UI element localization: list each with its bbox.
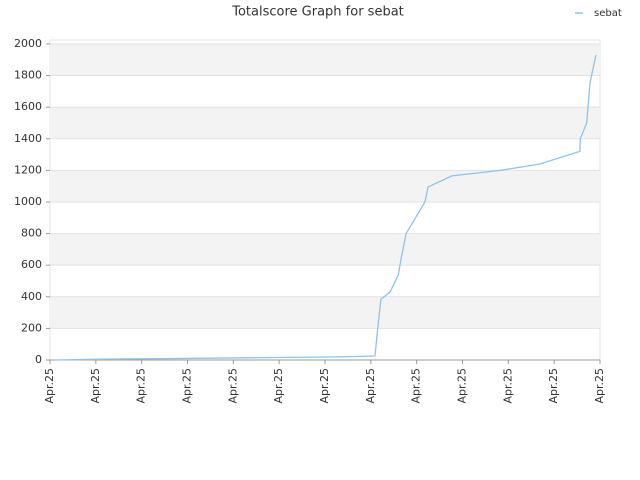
- x-tick-label: Apr.25: [135, 368, 148, 404]
- x-tick-label: Apr.25: [456, 368, 469, 404]
- x-tick-label: Apr.25: [226, 368, 239, 404]
- legend-label: sebat: [594, 8, 622, 19]
- y-tick-label: 600: [21, 258, 42, 271]
- x-tick-label: Apr.25: [272, 368, 285, 404]
- y-tick-label: 1200: [14, 163, 42, 176]
- x-tick-label: Apr.25: [318, 368, 331, 404]
- y-tick-label: 2000: [14, 37, 42, 50]
- x-tick-label: Apr.25: [547, 368, 560, 404]
- data-line: [55, 54, 597, 361]
- x-tick-label: Apr.25: [410, 368, 423, 404]
- x-tick-label: Apr.25: [181, 368, 194, 404]
- y-tick-label: 1600: [14, 100, 42, 113]
- x-tick-label: Apr.25: [43, 368, 56, 404]
- grid-band: [50, 107, 600, 139]
- y-tick-label: 400: [21, 290, 42, 303]
- grid-band: [50, 296, 600, 329]
- x-tick-label: Apr.25: [593, 368, 606, 404]
- grid-band: [50, 233, 600, 266]
- y-tick-label: 1000: [14, 195, 42, 208]
- y-tick-label: 1800: [14, 69, 42, 82]
- x-tick-label: Apr.25: [364, 368, 377, 404]
- x-tick-label: Apr.25: [89, 368, 102, 404]
- grid-band: [50, 43, 600, 76]
- y-tick-label: 0: [35, 353, 42, 366]
- y-tick-label: 1400: [14, 132, 42, 145]
- y-tick-label: 200: [21, 321, 42, 334]
- grid-band: [50, 170, 600, 202]
- chart-title: Totalscore Graph for sebat: [231, 5, 404, 20]
- y-tick-label: 800: [21, 227, 42, 240]
- x-tick-label: Apr.25: [501, 368, 514, 404]
